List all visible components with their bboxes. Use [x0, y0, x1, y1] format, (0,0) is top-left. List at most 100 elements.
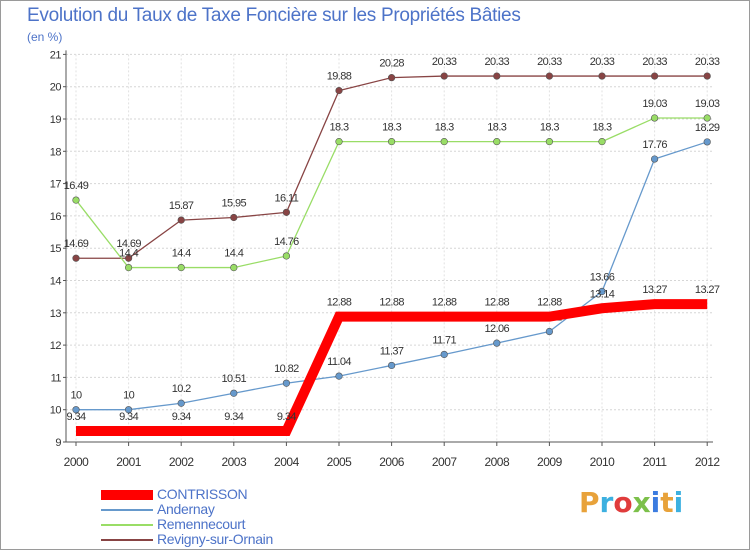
data-point [493, 138, 501, 146]
data-label: 9.34 [224, 411, 243, 423]
data-label: 10 [70, 390, 82, 402]
series-remennecourt: 16.49 14.4 14.4 14.4 14.76 18.3 18.3 18.3 18.3 18… [64, 98, 721, 272]
data-point [545, 72, 554, 80]
data-label: 13.66 [590, 271, 615, 283]
logo-letter: P [579, 486, 600, 519]
data-label: 14.76 [274, 236, 299, 248]
data-label: 20.33 [590, 56, 615, 68]
data-label: 20.28 [379, 58, 404, 70]
data-label: 10.82 [274, 363, 299, 375]
data-label: 14.69 [64, 238, 89, 250]
data-label: 12.88 [327, 297, 352, 309]
legend-item: Revigny-sur-Ornain [101, 531, 361, 548]
data-label: 20.33 [537, 56, 562, 68]
y-tick-label: 20 [50, 82, 62, 94]
data-point [493, 72, 501, 80]
logo-letter: i [673, 486, 684, 519]
data-point [650, 72, 659, 80]
data-point [598, 287, 606, 296]
data-point [124, 406, 133, 414]
legend-swatch [101, 539, 153, 541]
data-label: 15.87 [169, 200, 194, 212]
data-label: 12.88 [379, 297, 404, 309]
data-label: 12.06 [485, 323, 510, 335]
data-label: 20.33 [432, 56, 457, 68]
data-label: 18.3 [435, 122, 454, 134]
data-label: 9.34 [172, 411, 191, 423]
y-tick-label: 13 [50, 308, 62, 320]
x-tick-label: 2004 [274, 455, 300, 469]
data-label: 17.76 [642, 139, 667, 151]
data-label: 10.2 [172, 383, 191, 395]
x-tick-label: 2000 [64, 455, 90, 469]
data-point [335, 138, 343, 146]
y-tick-label: 9 [55, 437, 61, 449]
data-label: 19.88 [327, 71, 352, 83]
data-label: 12.88 [485, 297, 510, 309]
legend-item: Andernay [101, 501, 361, 518]
data-point [335, 372, 343, 380]
data-point [72, 196, 80, 204]
data-point [440, 350, 448, 359]
data-label: 11.37 [380, 345, 404, 357]
data-label: 11.04 [327, 356, 351, 368]
data-point [440, 72, 448, 80]
data-label: 18.3 [487, 122, 506, 134]
data-label: 16.49 [64, 180, 89, 192]
proxiti-logo: Proxiti [579, 486, 683, 519]
data-point [282, 252, 291, 260]
y-tick-label: 15 [50, 243, 62, 255]
data-label: 18.3 [329, 122, 348, 134]
data-point [177, 216, 185, 224]
data-label: 11.71 [432, 334, 456, 346]
data-label: 14.4 [172, 248, 191, 260]
data-label: 9.34 [66, 411, 85, 423]
data-point [177, 263, 185, 272]
data-label: 20.33 [642, 56, 667, 68]
data-point [335, 86, 343, 95]
legend-swatch [101, 509, 153, 511]
data-label: 20.33 [695, 56, 720, 68]
data-point [124, 263, 133, 272]
data-point [650, 155, 659, 163]
data-label: 14.69 [116, 238, 141, 250]
logo-letter: r [599, 486, 614, 519]
y-tick-label: 14 [50, 276, 62, 288]
legend-label: CONTRISSON [157, 486, 248, 502]
data-point [388, 138, 396, 146]
data-point [650, 114, 659, 122]
logo-letter: i [650, 486, 661, 519]
data-point [598, 138, 606, 146]
grid-lines [66, 53, 713, 443]
data-point [545, 327, 554, 336]
data-point [545, 138, 554, 146]
x-tick-label: 2011 [643, 455, 668, 469]
data-point [230, 213, 238, 222]
chart-unit: (en %) [27, 30, 63, 44]
y-tick-label: 21 [50, 49, 62, 61]
data-point [177, 399, 185, 407]
y-tick-label: 18 [50, 146, 62, 158]
data-label: 13.27 [642, 284, 667, 296]
x-tick-label: 2003 [221, 455, 247, 469]
data-point [282, 208, 291, 216]
legend-swatch [101, 524, 153, 526]
logo-letter: o [613, 486, 633, 519]
data-label: 19.03 [695, 98, 720, 110]
legend-swatch [101, 490, 153, 500]
data-label: 18.3 [540, 122, 559, 134]
x-tick-label: 2006 [379, 455, 405, 469]
data-label: 9.34 [119, 411, 138, 423]
data-label: 18.3 [382, 122, 401, 134]
y-tick-label: 11 [51, 372, 62, 384]
data-point [440, 138, 448, 146]
series-line-contrisson [76, 299, 708, 437]
data-label: 10.51 [222, 373, 247, 385]
data-label: 16.11 [275, 192, 299, 204]
data-point [282, 379, 291, 387]
x-tick-label: 2009 [537, 455, 563, 469]
y-tick-label: 12 [50, 340, 62, 352]
data-point [703, 138, 711, 146]
